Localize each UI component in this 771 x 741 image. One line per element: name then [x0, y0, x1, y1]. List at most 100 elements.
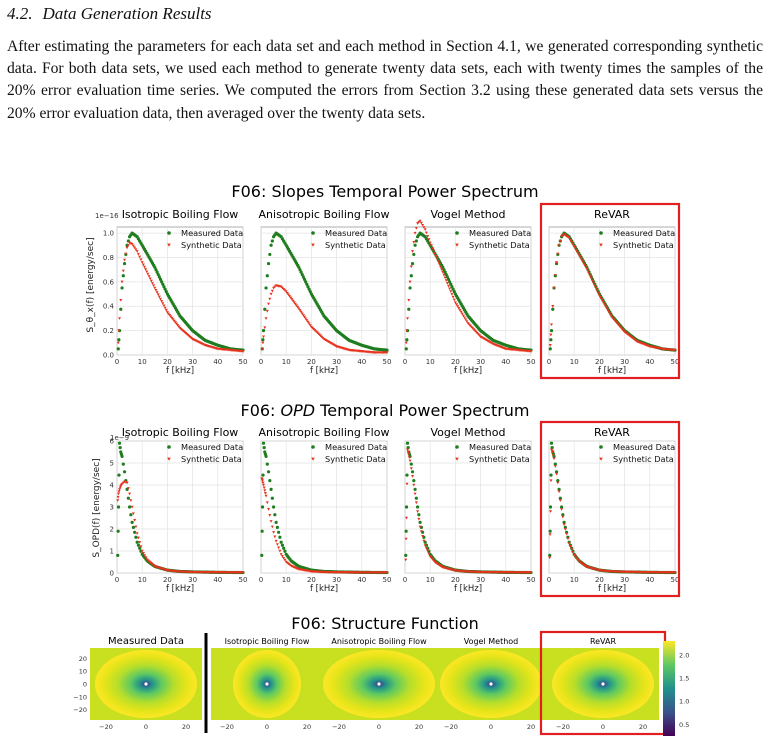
opd-figure-title: F06: OPD Temporal Power Spectrum	[240, 401, 529, 420]
synthetic-point	[556, 481, 560, 485]
synthetic-point	[419, 530, 423, 533]
measured-point	[158, 277, 163, 282]
structure-function-panel-2: Isotropic Boiling Flow −20 0 20	[211, 637, 323, 731]
measured-point	[264, 454, 268, 458]
measured-point	[277, 530, 281, 534]
x-tick-label: 20	[163, 358, 172, 366]
synthetic-point	[430, 246, 434, 250]
y-tick-label: 0.8	[103, 254, 114, 262]
slopes-figure-title: F06: Slopes Temporal Power Spectrum	[231, 182, 538, 201]
synthetic-point	[116, 495, 120, 499]
panel-slopes-3: 0 10 20 30 40 50 f [kHz] Vogel Method Measured D…	[403, 208, 536, 376]
synthetic-point	[417, 220, 421, 224]
synthetic-point	[587, 272, 591, 275]
synthetic-point	[284, 290, 288, 294]
panel-title: ReVAR	[594, 208, 630, 221]
measured-point	[274, 520, 278, 525]
legend-synthetic-label: Synthetic Data	[613, 240, 674, 250]
legend-measured-marker	[167, 445, 171, 449]
synthetic-point	[609, 314, 613, 317]
measured-point	[418, 520, 422, 525]
synthetic-point	[594, 286, 598, 290]
synthetic-point	[131, 244, 135, 248]
synthetic-point	[133, 246, 137, 250]
measured-point	[553, 462, 557, 466]
x-tick-label: 40	[213, 358, 222, 366]
synthetic-point	[442, 273, 446, 277]
x-tick-label: 10	[570, 358, 579, 366]
synthetic-point	[440, 268, 444, 271]
legend-measured-marker	[167, 231, 171, 235]
panel-slopes-2: 0 10 20 30 40 50 f [kHz] Anisotropic Boiling Fl…	[259, 208, 392, 376]
measured-point	[408, 286, 412, 290]
measured-point	[412, 479, 416, 483]
synthetic-point	[141, 552, 145, 555]
synthetic-point	[265, 309, 269, 313]
synthetic-point	[597, 294, 601, 297]
synthetic-point	[602, 302, 606, 305]
measured-point	[154, 268, 158, 272]
panel-title: ReVAR	[594, 426, 630, 439]
x-tick-label: 50	[383, 358, 392, 366]
x-tick-label: 10	[282, 576, 291, 584]
x-tick-label: 10	[426, 358, 435, 366]
measured-point	[161, 282, 165, 286]
synthetic-point	[135, 250, 139, 253]
measured-point	[266, 261, 271, 266]
legend-synthetic-label: Synthetic Data	[469, 454, 530, 464]
y-tick-label: 2	[110, 526, 114, 534]
x-axis-label: f [kHz]	[310, 366, 338, 376]
colorbar-tick-label: 0.5	[679, 721, 689, 729]
synthetic-point	[581, 261, 585, 264]
synthetic-point	[157, 295, 161, 299]
measured-point	[451, 287, 455, 291]
measured-point	[279, 540, 283, 544]
measured-point	[417, 513, 421, 517]
legend-measured-marker	[455, 231, 459, 235]
x-tick-label: −20	[444, 723, 458, 731]
x-tick-label: 20	[303, 723, 311, 731]
legend-measured-marker	[311, 445, 315, 449]
measured-point	[442, 268, 446, 272]
synthetic-point	[138, 541, 142, 544]
legend-synthetic-marker	[455, 243, 459, 247]
x-tick-label: 10	[570, 576, 579, 584]
panel-slopes-1: 0 10 20 30 40 50 0.0 0.2 0.4 0.6 0.8 1.0 f [kHz] Isot…	[103, 208, 248, 376]
synthetic-point	[116, 499, 120, 502]
measured-point	[129, 513, 133, 517]
synthetic-point	[551, 450, 555, 454]
measured-series	[116, 231, 245, 352]
synthetic-point	[416, 222, 420, 225]
synthetic-series	[260, 284, 389, 355]
synthetic-point	[431, 558, 435, 561]
synthetic-point	[413, 231, 417, 235]
panel-frame	[260, 226, 388, 356]
measured-point	[548, 505, 553, 509]
synthetic-point	[573, 247, 577, 250]
measured-point	[116, 505, 121, 509]
x-tick-label: 30	[332, 358, 341, 366]
synthetic-point	[423, 544, 427, 547]
synthetic-point	[553, 465, 557, 468]
synthetic-point	[141, 263, 145, 267]
measured-point	[266, 470, 271, 474]
legend-synthetic-label: Synthetic Data	[325, 240, 386, 250]
legend: Measured Data Synthetic Data	[311, 442, 387, 464]
synthetic-point	[437, 262, 441, 266]
synthetic-point	[583, 263, 587, 266]
synthetic-point	[126, 244, 130, 247]
synthetic-point	[457, 307, 461, 310]
synthetic-point	[130, 242, 134, 246]
synthetic-point	[579, 257, 583, 260]
measured-point	[156, 272, 160, 277]
synthetic-point	[406, 450, 410, 454]
synthetic-point	[292, 301, 296, 304]
measured-point	[269, 243, 273, 247]
measured-point	[404, 553, 408, 558]
slopes-y-axis-label: S_θ_x(f) [energy/sec]	[86, 237, 96, 332]
panel-title: Vogel Method	[431, 426, 506, 439]
synthetic-point	[549, 333, 553, 337]
synthetic-point	[459, 310, 463, 314]
measured-point	[261, 329, 266, 333]
measured-point	[260, 553, 264, 558]
